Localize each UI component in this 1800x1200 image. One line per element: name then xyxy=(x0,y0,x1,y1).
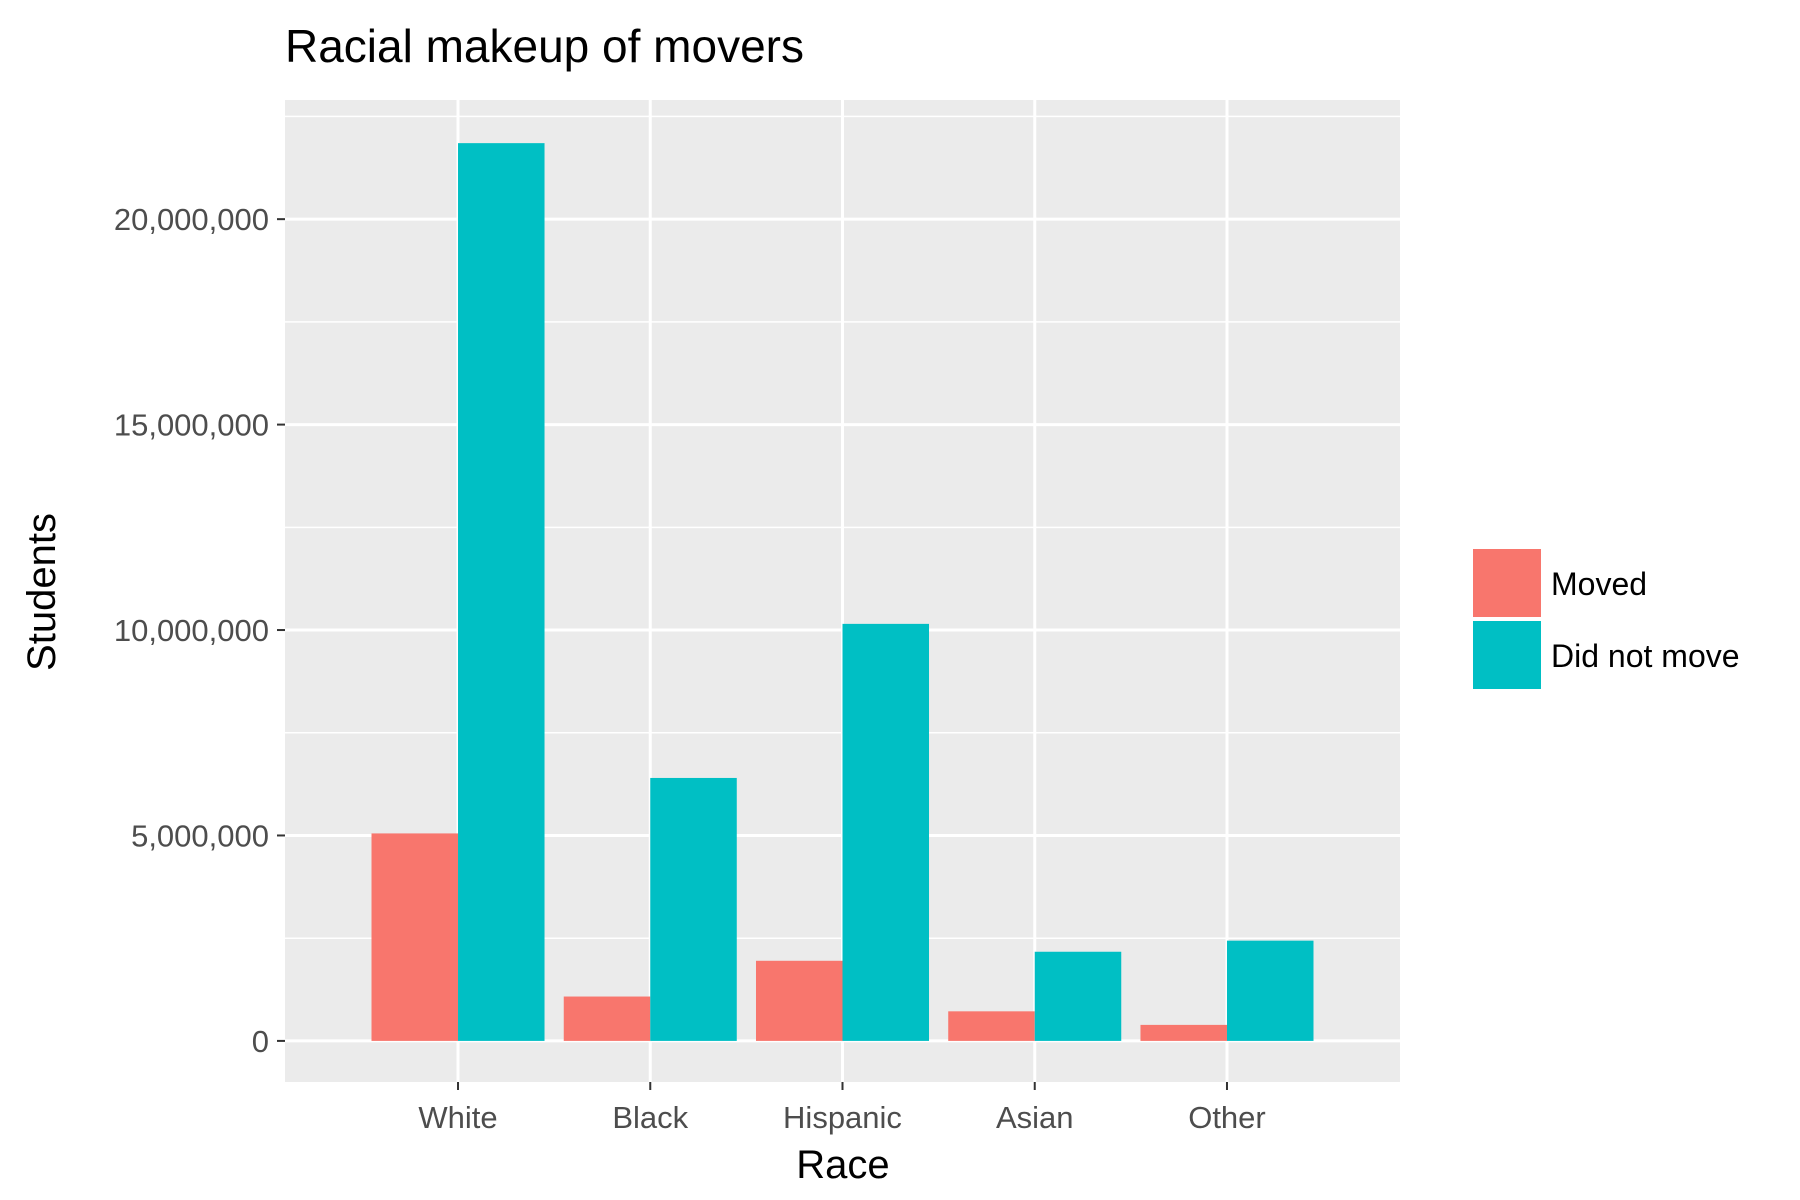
y-tick-label: 5,000,000 xyxy=(131,818,269,853)
y-tick-label: 0 xyxy=(252,1024,269,1059)
y-axis-title: Students xyxy=(20,513,64,671)
x-tick-label-other: Other xyxy=(1188,1100,1266,1135)
x-tick-label-black: Black xyxy=(612,1100,688,1135)
x-axis: White Black Hispanic Asian Other xyxy=(418,1082,1266,1135)
bar-black-moved xyxy=(563,996,651,1041)
bar-hispanic-moved xyxy=(755,960,843,1041)
bar-white-did-not-move xyxy=(458,143,545,1041)
legend-label-moved: Moved xyxy=(1551,566,1647,602)
chart-title: Racial makeup of movers xyxy=(285,20,804,72)
x-tick-label-hispanic: Hispanic xyxy=(783,1100,902,1135)
x-tick-label-asian: Asian xyxy=(996,1100,1074,1135)
x-axis-title: Race xyxy=(796,1143,889,1187)
bar-black-did-not-move xyxy=(650,777,737,1041)
legend: Moved Did not move xyxy=(1473,549,1740,689)
bars-layer xyxy=(371,143,1314,1041)
legend-label-did-not-move: Did not move xyxy=(1551,638,1740,674)
y-tick-label: 10,000,000 xyxy=(114,613,269,648)
bar-asian-did-not-move xyxy=(1034,951,1122,1041)
bar-hispanic-did-not-move xyxy=(842,623,930,1041)
y-tick-label: 20,000,000 xyxy=(114,202,269,237)
y-axis: 0 5,000,000 10,000,000 15,000,000 20,000,000 xyxy=(114,202,285,1059)
bar-other-moved xyxy=(1140,1024,1227,1041)
bar-other-did-not-move xyxy=(1226,940,1314,1041)
bar-white-moved xyxy=(371,833,459,1041)
bar-asian-moved xyxy=(948,1011,1035,1041)
legend-key-moved xyxy=(1473,549,1541,617)
x-tick-label-white: White xyxy=(418,1100,497,1135)
y-tick-label: 15,000,000 xyxy=(114,408,269,443)
legend-key-did-not-move xyxy=(1473,621,1541,689)
